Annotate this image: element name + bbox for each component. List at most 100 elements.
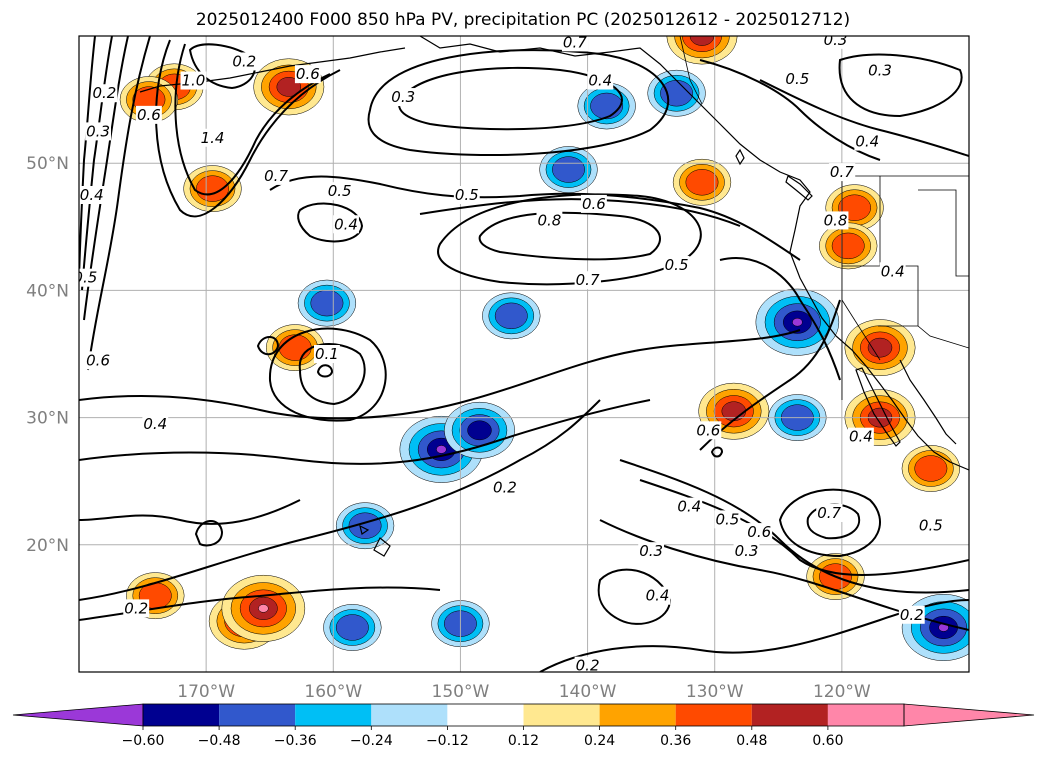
contour-label: 0.6 — [137, 106, 161, 124]
coastline-alaska — [419, 36, 969, 471]
contour-label: 0.3 — [824, 31, 848, 49]
contour-label: 0.4 — [677, 498, 701, 516]
contour-label-bg — [676, 497, 703, 516]
contour-label: 0.5 — [455, 186, 479, 204]
borders — [679, 36, 969, 400]
contour-label: 0.4 — [143, 415, 167, 433]
coastline-hawaii-big-island — [373, 537, 391, 557]
contour-label: 0.5 — [919, 517, 943, 535]
lat-tick-label: 20°N — [26, 536, 69, 556]
colorbar-label: 0.24 — [584, 733, 615, 749]
precip-anomaly-patch — [276, 77, 302, 97]
latitude-ticks: 20°N 30°N 40°N 50°N — [26, 154, 69, 556]
contour-0.2-band — [79, 399, 601, 601]
lon-tick-label: 170°W — [177, 682, 235, 702]
contour-label: 0.3 — [868, 61, 892, 79]
contour-small-ring-3 — [710, 446, 724, 458]
contour-label-bg — [574, 656, 601, 672]
contour-label-bg — [879, 262, 906, 281]
contour-label: 0.2 — [92, 84, 116, 102]
contour-label: 0.3 — [735, 542, 759, 560]
colorbar-label: −0.48 — [198, 733, 241, 749]
contour-small-ring-2 — [256, 336, 280, 356]
contour-label-bg — [867, 61, 893, 80]
colorbar-segment — [827, 704, 904, 726]
precip-anomaly-patch — [867, 337, 893, 358]
border-states-4 — [918, 189, 969, 277]
precip-anomaly-patch — [467, 420, 492, 441]
pv-contours — [79, 36, 969, 672]
coastline-gulf-of-california — [899, 359, 957, 445]
contour-label-bg — [135, 105, 162, 124]
contour-label-bg — [231, 52, 258, 71]
precip-anomaly-patch — [792, 317, 803, 327]
contour-0.3-east — [599, 519, 969, 631]
contour-label-bg — [263, 166, 290, 185]
lat-tick-label: 40°N — [26, 281, 69, 301]
contour-east-upper-3 — [759, 79, 969, 157]
colorbar-extend-max — [903, 703, 1035, 727]
colorbar-segment — [751, 704, 828, 726]
precip-anomaly-patch — [590, 92, 624, 120]
contour-label: 0.6 — [747, 523, 771, 541]
map-frame — [78, 35, 970, 673]
contour-label: 0.3 — [639, 542, 663, 560]
contour-label-bg — [536, 211, 563, 230]
colorbar-label: 0.36 — [660, 733, 691, 749]
contour-label-bg — [733, 542, 760, 561]
colorbar: −0.60 −0.48 −0.36 −0.24 −0.12 0.12 0.24 0.36 0.4… — [12, 703, 1035, 749]
contour-label-bg — [854, 132, 881, 151]
contour-label: 0.3 — [391, 88, 415, 106]
contour-labels: 0.20.30.40.50.60.61.01.40.20.70.60.50.40… — [79, 31, 944, 675]
contour-0.4-low — [297, 202, 364, 243]
contour-label-bg — [294, 65, 321, 84]
colorbar-segment — [295, 704, 372, 726]
contour-label-bg — [326, 182, 353, 201]
contour-label-bg — [453, 186, 480, 204]
colorbar-extend-min — [12, 703, 144, 727]
precip-anomaly-patch — [335, 614, 369, 641]
contour-label: 1.4 — [201, 129, 225, 147]
contour-low-inner — [316, 364, 334, 378]
contour-0.2-southwest — [79, 499, 301, 525]
colorbar-label: 0.12 — [508, 733, 539, 749]
border-alaska-canada — [679, 36, 703, 105]
lon-tick-label: 130°W — [686, 682, 744, 702]
lon-tick-label: 150°W — [432, 682, 490, 702]
colorbar-segment — [219, 704, 296, 726]
contour-label-bg — [123, 599, 150, 618]
contour-label: 0.3 — [86, 122, 110, 140]
contour-label-bg — [180, 71, 207, 90]
contour-label: 0.2 — [576, 657, 600, 675]
colorbar-segment — [371, 704, 448, 726]
contour-label: 0.2 — [900, 606, 924, 624]
precip-anomaly-patch — [494, 302, 528, 330]
contour-label-bg — [663, 255, 690, 274]
contour-label-bg — [142, 414, 169, 433]
contour-label-bg — [79, 268, 99, 287]
contour-label: 0.4 — [855, 133, 879, 151]
lat-tick-label: 50°N — [26, 154, 69, 174]
contour-label-bg — [580, 194, 607, 213]
contour-0.2-low-outer — [268, 327, 387, 422]
chart-title: 2025012400 F000 850 hPa PV, precipitatio… — [196, 10, 850, 30]
contour-label-bg — [333, 215, 359, 234]
contour-0.4-south-loop — [597, 568, 672, 625]
contour-label: 0.4 — [80, 186, 104, 204]
lon-tick-label: 140°W — [559, 682, 617, 702]
contour-label-bg — [574, 271, 601, 290]
colorbar-segment — [675, 704, 752, 726]
lon-tick-label: 120°W — [813, 682, 871, 702]
contour-0.6-coast — [699, 299, 841, 451]
lat-tick-label: 30°N — [26, 409, 69, 429]
contour-0.5-west — [87, 36, 151, 371]
contour-label: 0.6 — [696, 421, 720, 439]
coastline-vancouver-island — [785, 175, 813, 201]
contour-label: 0.7 — [264, 167, 288, 185]
contour-label-bg — [199, 128, 226, 147]
coastline-aleutians — [139, 47, 406, 93]
contour-label: 0.1 — [315, 345, 339, 363]
precip-anomaly-patch — [310, 289, 344, 317]
precip-anomaly-patch — [552, 156, 585, 183]
